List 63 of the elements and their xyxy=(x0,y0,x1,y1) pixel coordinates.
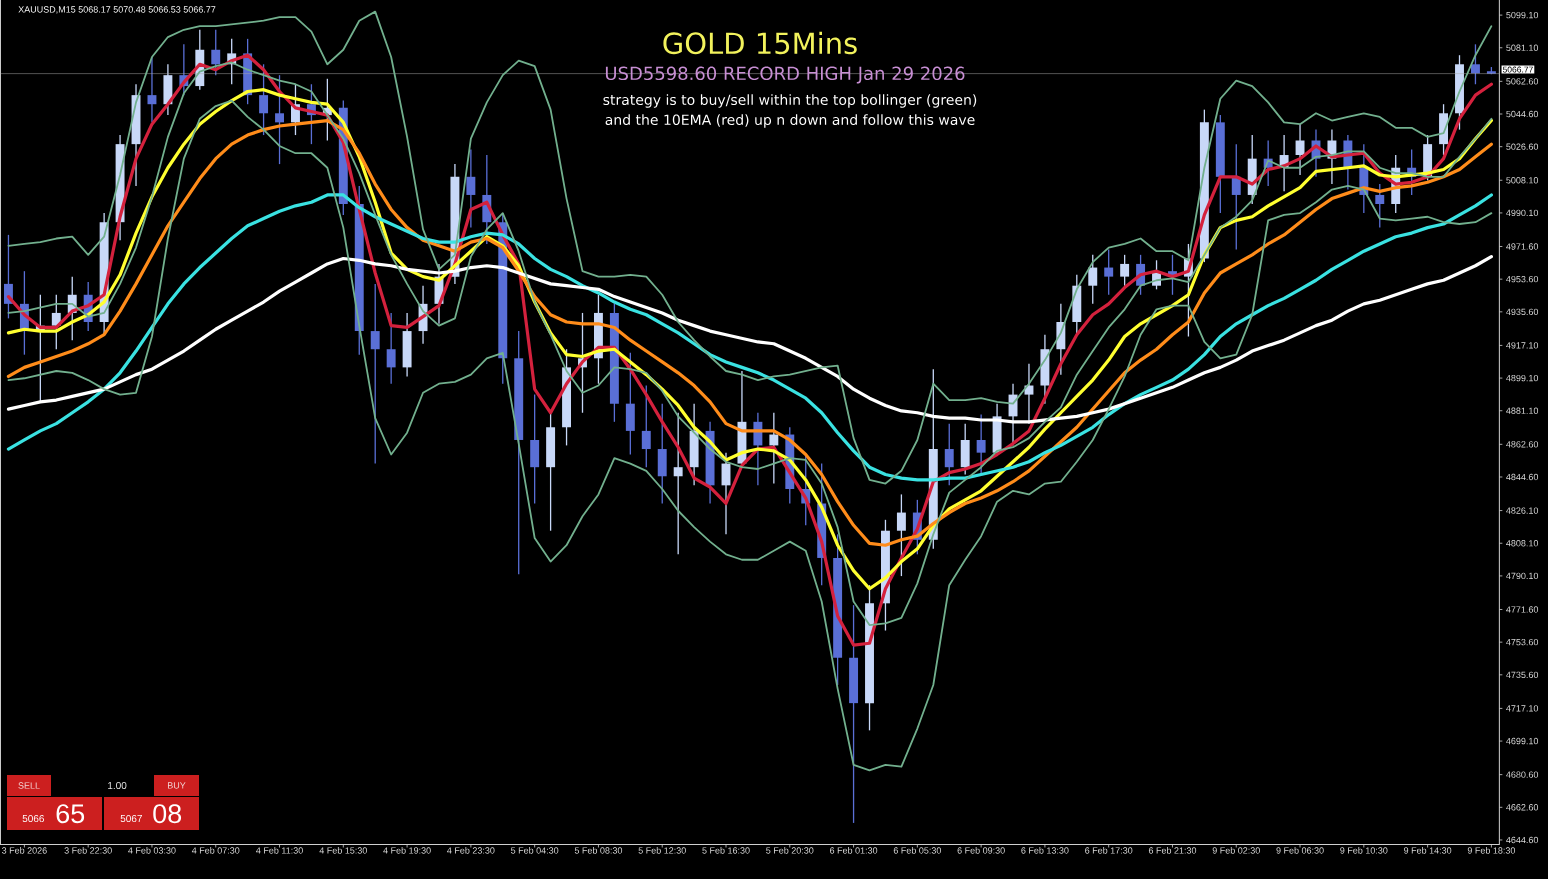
x-tick-label: 9 Feb 14:30 xyxy=(1404,847,1452,854)
y-tick-label: 4717.10 xyxy=(1506,705,1539,712)
x-tick-label: 6 Feb 17:30 xyxy=(1085,847,1133,854)
y-tick-label: 4808.10 xyxy=(1506,540,1539,547)
y-tick-label: 4899.10 xyxy=(1506,374,1539,382)
y-tick-label: 4699.10 xyxy=(1506,737,1539,745)
y-tick-label: 4680.60 xyxy=(1506,771,1539,778)
annotation: 08 xyxy=(153,804,182,824)
y-tick-label: 5081.10 xyxy=(1506,44,1539,51)
y-tick-label: 4971.60 xyxy=(1506,243,1539,250)
y-tick-label: 5044.60 xyxy=(1506,110,1539,118)
y-tick-label: 4917.10 xyxy=(1506,342,1539,349)
annotation: 5066 xyxy=(22,815,45,823)
y-tick-label: 4881.10 xyxy=(1506,407,1539,414)
y-tick-label: 5099.10 xyxy=(1506,11,1539,19)
annotation: SELL xyxy=(18,782,40,789)
y-tick-label: 5008.10 xyxy=(1506,177,1539,184)
x-tick-label: 4 Feb 11:30 xyxy=(256,847,303,854)
x-tick-label: 6 Feb 05:30 xyxy=(893,847,942,854)
ref-line-label: 5066.77 xyxy=(1502,66,1533,73)
y-tick-label: 4771.60 xyxy=(1506,606,1539,613)
x-tick-label: 6 Feb 21:30 xyxy=(1148,847,1197,854)
annotation: BUY xyxy=(167,782,186,789)
y-tick-label: 4990.10 xyxy=(1506,209,1539,217)
x-tick-label: 4 Feb 07:30 xyxy=(191,847,240,854)
y-tick-label: 4662.60 xyxy=(1506,804,1539,811)
x-tick-label: 5 Feb 12:30 xyxy=(638,847,686,854)
x-tick-label: 5 Feb 20:30 xyxy=(766,847,814,854)
x-tick-label: 4 Feb 19:30 xyxy=(383,847,431,854)
x-tick-label: 5 Feb 04:30 xyxy=(511,847,559,854)
y-tick-label: 4826.10 xyxy=(1506,507,1539,514)
x-tick-label: 9 Feb 06:30 xyxy=(1276,847,1324,854)
y-tick-label: 4753.60 xyxy=(1506,638,1539,646)
annotation: strategy is to buy/sell within the top bollinger (green) xyxy=(603,94,977,108)
x-tick-label: 6 Feb 01:30 xyxy=(830,847,878,854)
x-tick-label: 5 Feb 16:30 xyxy=(702,847,750,854)
x-tick-label: 9 Feb 18:30 xyxy=(1467,847,1516,854)
annotation: 1.00 xyxy=(108,781,127,790)
x-tick-label: 3 Feb 22:30 xyxy=(64,847,112,854)
y-tick-label: 4844.60 xyxy=(1506,473,1539,481)
y-tick-label: 5026.60 xyxy=(1506,143,1539,150)
y-tick-label: 4862.60 xyxy=(1506,441,1539,448)
x-tick-label: 5 Feb 08:30 xyxy=(574,847,623,854)
text: GOLD 15Mins xyxy=(663,31,857,55)
x-tick-label: 4 Feb 15:30 xyxy=(319,847,367,854)
y-tick-label: 4644.60 xyxy=(1506,836,1539,844)
y-tick-label: 4935.60 xyxy=(1506,308,1539,316)
x-tick-label: 6 Feb 09:30 xyxy=(957,847,1005,854)
annotation: XAUUSD,M15 5068.17 5070.48 5066.53 5066.77 xyxy=(18,6,216,14)
x-tick-label: 9 Feb 10:30 xyxy=(1340,847,1388,854)
y-tick-label: 4953.60 xyxy=(1506,275,1539,283)
annotation: and the 10EMA (red) up n down and follow this wave xyxy=(605,114,975,128)
x-tick-label: 4 Feb 03:30 xyxy=(128,847,176,854)
x-tick-label: 4 Feb 23:30 xyxy=(447,847,495,854)
x-tick-label: 9 Feb 02:30 xyxy=(1212,847,1260,854)
y-tick-label: 4735.60 xyxy=(1506,671,1539,679)
annotation: 65 xyxy=(56,804,85,824)
text: USD5598.60 RECORD HIGH Jan 29 2026 xyxy=(605,66,965,84)
annotation: 5067 xyxy=(120,815,142,823)
x-tick-label: 3 Feb 2026 xyxy=(1,847,47,854)
y-tick-label: 5062.60 xyxy=(1506,78,1539,85)
x-tick-label: 6 Feb 13:30 xyxy=(1021,847,1069,854)
y-tick-label: 4790.10 xyxy=(1506,572,1539,580)
